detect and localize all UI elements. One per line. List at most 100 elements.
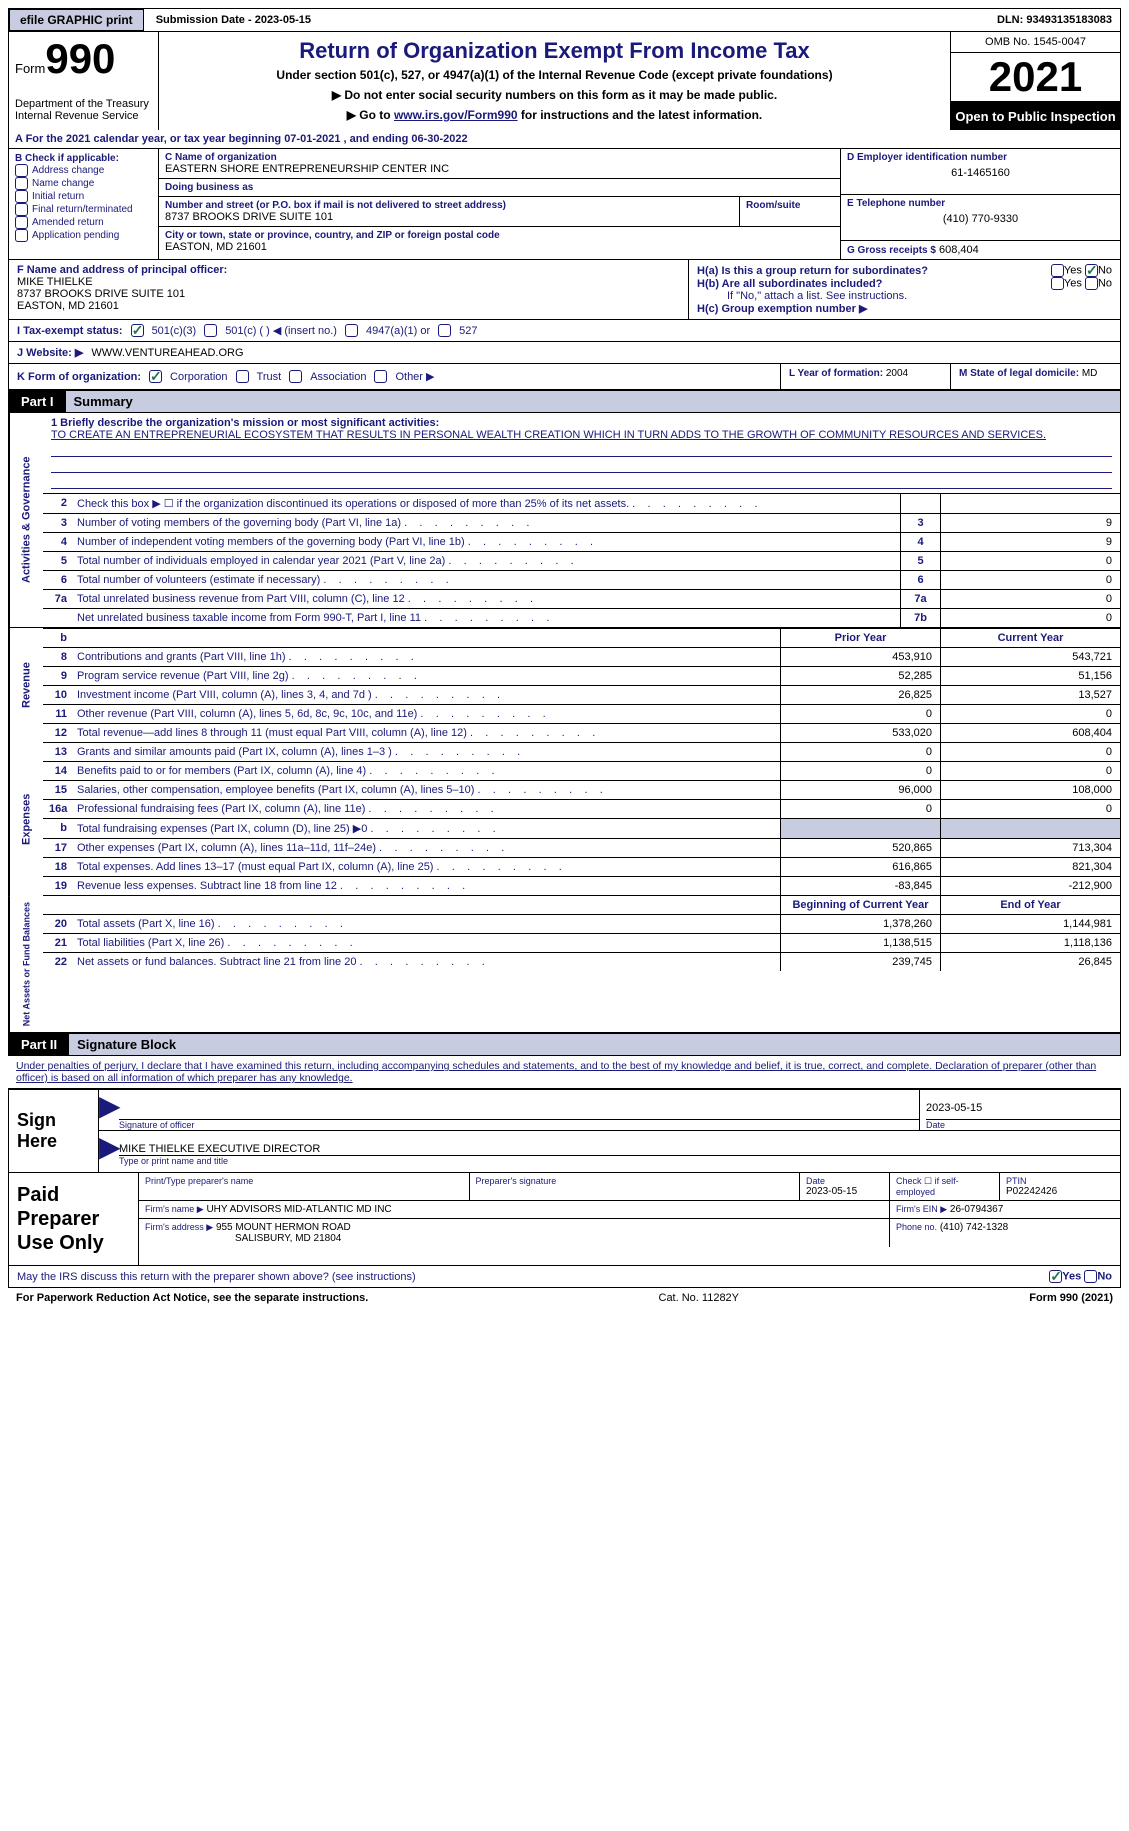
checkbox-address-change[interactable] [15, 164, 28, 177]
form-subtitle-1: Under section 501(c), 527, or 4947(a)(1)… [165, 68, 944, 82]
line-15: 15 Salaries, other compensation, employe… [43, 781, 1120, 800]
col-headers-row-2: Beginning of Current Year End of Year [43, 896, 1120, 915]
tax-year: 2021 [951, 53, 1120, 103]
hb-no-checkbox[interactable] [1085, 277, 1098, 290]
org-name: EASTERN SHORE ENTREPRENEURSHIP CENTER IN… [165, 163, 834, 175]
signature-section: Sign Here ▶ Signature of officer 2023-05… [8, 1088, 1121, 1173]
checkbox-application-pending[interactable] [15, 229, 28, 242]
firm-ein-label: Firm's EIN ▶ [896, 1204, 947, 1214]
line-9: 9 Program service revenue (Part VIII, li… [43, 667, 1120, 686]
footer-right: Form 990 (2021) [1029, 1292, 1113, 1304]
k-trust-checkbox[interactable] [236, 370, 249, 383]
form-label: Form [15, 61, 45, 76]
part1-header: Part I Summary [8, 391, 1121, 413]
summary-expenses: Expenses 13 Grants and similar amounts p… [8, 743, 1121, 896]
firm-addr-value: 955 MOUNT HERMON ROAD [216, 1222, 351, 1233]
checkbox-final-return[interactable] [15, 203, 28, 216]
k-corp-checkbox[interactable] [149, 370, 162, 383]
discuss-no-checkbox[interactable] [1084, 1270, 1097, 1283]
form-number: 990 [45, 35, 115, 82]
row-klm: K Form of organization: Corporation Trus… [8, 364, 1121, 391]
sig-name-label: Type or print name and title [119, 1156, 1120, 1166]
header-mid: Return of Organization Exempt From Incom… [159, 32, 950, 130]
prep-name-label: Print/Type preparer's name [145, 1176, 463, 1186]
ha-no-checkbox[interactable] [1085, 264, 1098, 277]
i-501c-checkbox[interactable] [204, 324, 217, 337]
ein-value: 61-1465160 [847, 163, 1114, 179]
g-label: G Gross receipts $ [847, 245, 936, 256]
line-3: 3 Number of voting members of the govern… [43, 514, 1120, 533]
prep-sig-label: Preparer's signature [476, 1176, 794, 1186]
summary-activities: Activities & Governance 1 Briefly descri… [8, 413, 1121, 628]
firm-name-value: UHY ADVISORS MID-ATLANTIC MD INC [206, 1204, 391, 1215]
c-dba-label: Doing business as [165, 182, 834, 193]
gross-receipts-value: 608,404 [939, 244, 979, 256]
part1-num: Part I [9, 391, 66, 412]
line-12: 12 Total revenue—add lines 8 through 11 … [43, 724, 1120, 743]
prep-date-label: Date [806, 1176, 883, 1186]
i-4947-checkbox[interactable] [345, 324, 358, 337]
c-name-label: C Name of organization [165, 152, 834, 163]
b-opt-4: Amended return [32, 217, 104, 228]
topbar: efile GRAPHIC print Submission Date - 20… [8, 8, 1121, 32]
sig-name-value: MIKE THIELKE EXECUTIVE DIRECTOR [119, 1143, 1120, 1156]
checkbox-initial-return[interactable] [15, 190, 28, 203]
checkbox-name-change[interactable] [15, 177, 28, 190]
sig-date-value: 2023-05-15 [926, 1102, 1120, 1120]
prep-selfemp-label: Check ☐ if self-employed [896, 1176, 993, 1197]
i-501c3-checkbox[interactable] [131, 324, 144, 337]
prep-date-value: 2023-05-15 [806, 1186, 883, 1197]
summary-revenue: Revenue b Prior Year Current Year 8 Cont… [8, 628, 1121, 743]
e-label: E Telephone number [847, 198, 1114, 209]
irs-link[interactable]: www.irs.gov/Form990 [394, 108, 518, 122]
k-other-checkbox[interactable] [374, 370, 387, 383]
ptin-label: PTIN [1006, 1176, 1114, 1186]
checkbox-amended[interactable] [15, 216, 28, 229]
discuss-row: May the IRS discuss this return with the… [8, 1266, 1121, 1288]
line-4: 4 Number of independent voting members o… [43, 533, 1120, 552]
line-11: 11 Other revenue (Part VIII, column (A),… [43, 705, 1120, 724]
department-label: Department of the Treasury Internal Reve… [15, 98, 152, 122]
firm-ein-value: 26-0794367 [950, 1204, 1003, 1215]
phone-value: (410) 770-9330 [847, 209, 1114, 225]
line-7b: Net unrelated business taxable income fr… [43, 609, 1120, 627]
i-label: I Tax-exempt status: [17, 325, 123, 337]
org-street: 8737 BROOKS DRIVE SUITE 101 [165, 211, 733, 223]
efile-print-button[interactable]: efile GRAPHIC print [9, 9, 144, 31]
section-f: F Name and address of principal officer:… [9, 260, 689, 319]
website-value: WWW.VENTUREAHEAD.ORG [91, 347, 243, 359]
discuss-yes-checkbox[interactable] [1049, 1270, 1062, 1283]
hb-yes-checkbox[interactable] [1051, 277, 1064, 290]
i-527-checkbox[interactable] [438, 324, 451, 337]
line-19: 19 Revenue less expenses. Subtract line … [43, 877, 1120, 896]
firm-phone-value: (410) 742-1328 [940, 1222, 1008, 1233]
d-label: D Employer identification number [847, 152, 1114, 163]
mission-text: TO CREATE AN ENTREPRENEURIAL ECOSYSTEM T… [51, 429, 1046, 441]
part2-title: Signature Block [69, 1034, 1120, 1055]
line-14: 14 Benefits paid to or for members (Part… [43, 762, 1120, 781]
sig-date-label: Date [926, 1120, 1120, 1130]
summary-netassets: Net Assets or Fund Balances Beginning of… [8, 896, 1121, 1034]
c-street-label: Number and street (or P.O. box if mail i… [165, 200, 733, 211]
submission-date: Submission Date - 2023-05-15 [150, 14, 317, 26]
form-subtitle-3: ▶ Go to www.irs.gov/Form990 for instruct… [165, 108, 944, 122]
hb-label: H(b) Are all subordinates included? [697, 278, 882, 290]
firm-addr-label: Firm's address ▶ [145, 1222, 213, 1232]
c-city-label: City or town, state or province, country… [165, 230, 834, 241]
omb-number: OMB No. 1545-0047 [951, 32, 1120, 53]
mission-block: 1 Briefly describe the organization's mi… [43, 413, 1120, 494]
b-opt-2: Initial return [32, 191, 84, 202]
row-j: J Website: ▶ WWW.VENTUREAHEAD.ORG [8, 342, 1121, 364]
paid-preparer-section: Paid Preparer Use Only Print/Type prepar… [8, 1173, 1121, 1266]
line-13: 13 Grants and similar amounts paid (Part… [43, 743, 1120, 762]
j-label: J Website: ▶ [17, 346, 83, 359]
line-16a: 16a Professional fundraising fees (Part … [43, 800, 1120, 819]
b-opt-3: Final return/terminated [32, 204, 133, 215]
f-label: F Name and address of principal officer: [17, 264, 680, 276]
goto-suffix: for instructions and the latest informat… [518, 108, 763, 122]
k-assoc-checkbox[interactable] [289, 370, 302, 383]
vtab-revenue: Revenue [9, 628, 43, 743]
discuss-label: May the IRS discuss this return with the… [17, 1271, 416, 1283]
header-left: Form990 Department of the Treasury Inter… [9, 32, 159, 130]
ha-yes-checkbox[interactable] [1051, 264, 1064, 277]
